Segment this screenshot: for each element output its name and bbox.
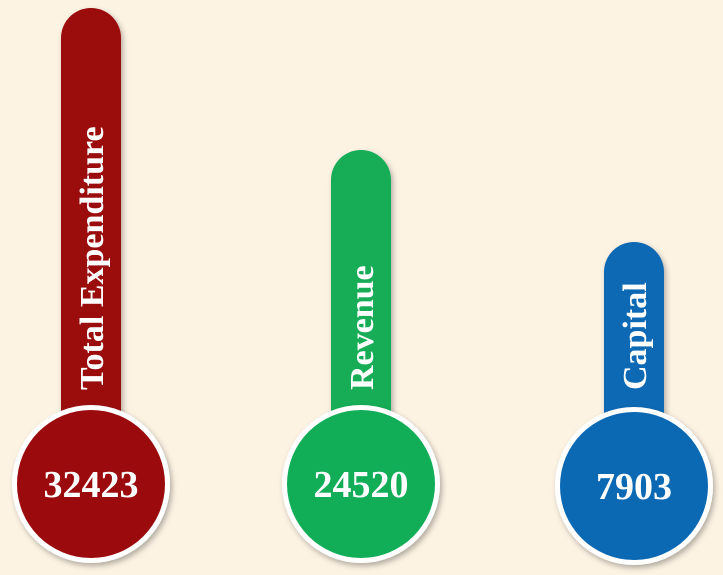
thermometer: Capital 7903 <box>555 242 713 565</box>
stem <box>331 150 391 484</box>
value: 7903 <box>596 466 672 508</box>
bulb <box>17 410 165 558</box>
bulb <box>560 412 708 560</box>
value: 24520 <box>314 464 409 506</box>
bulb <box>287 410 435 558</box>
thermometer: Total Expenditure 32423 <box>12 8 170 563</box>
label: Total Expenditure <box>74 126 111 390</box>
value: 32423 <box>44 464 139 506</box>
label: Revenue <box>344 265 381 390</box>
items: Total Expenditure 32423 Revenue 24520 Capita… <box>12 8 713 565</box>
thermometer: Revenue 24520 <box>282 150 440 563</box>
stem <box>61 8 121 484</box>
label: Capital <box>617 282 654 390</box>
